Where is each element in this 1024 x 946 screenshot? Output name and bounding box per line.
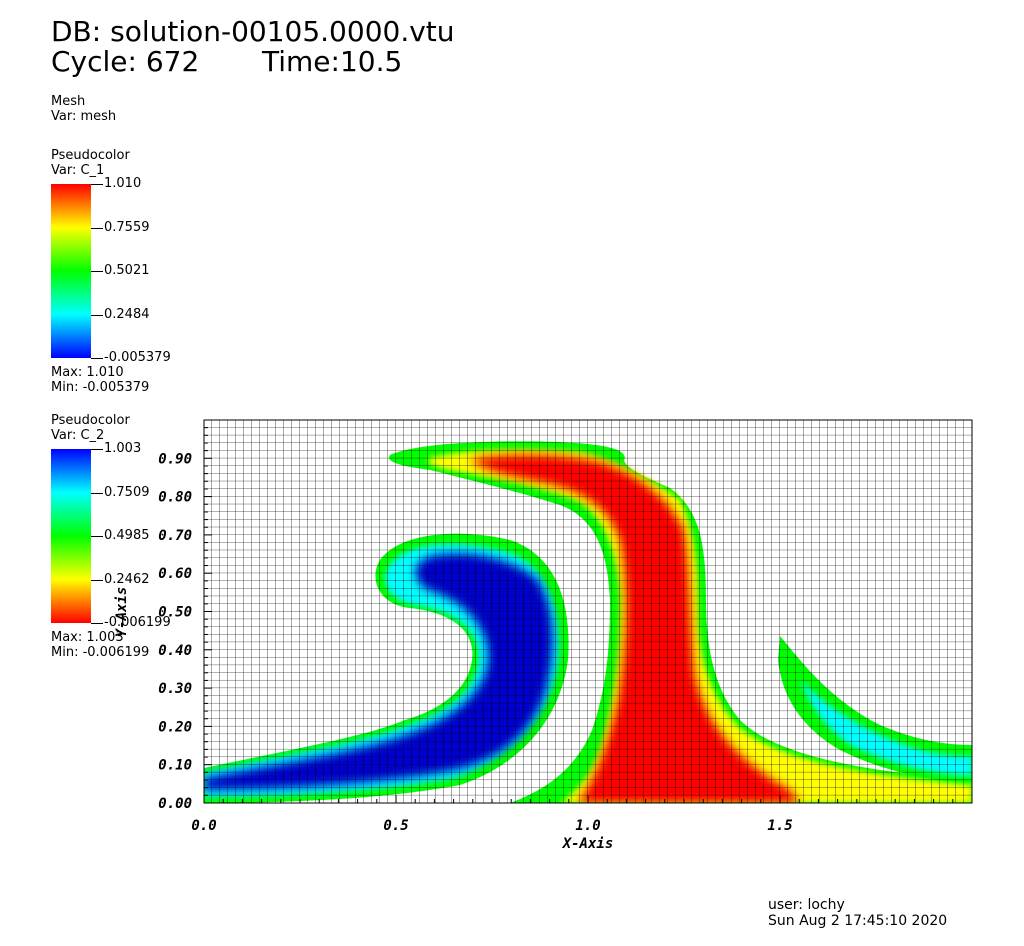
- y-tick-label: 0.50: [158, 605, 192, 621]
- y-tick-label: 0.80: [158, 490, 192, 506]
- x-tick-label: 1.0: [575, 818, 600, 834]
- footer-date: Sun Aug 2 17:45:10 2020: [768, 913, 948, 929]
- c1-tick-label: 0.7559: [104, 219, 150, 235]
- db-title: DB: solution-00105.0000.vtu: [51, 15, 455, 48]
- time-label: Time:10.5: [262, 45, 403, 78]
- c1-tick-mark: [91, 358, 103, 359]
- c1-tick-label: 0.2484: [104, 306, 150, 322]
- c1-tick-label: -0.005379: [104, 350, 171, 365]
- c2-legend-min: Min: -0.006199: [51, 645, 150, 660]
- c2-colorbar: [51, 449, 91, 623]
- c2-tick-mark: [91, 579, 103, 581]
- c1-colorbar: [51, 184, 91, 358]
- y-tick-label: 0.00: [158, 796, 192, 812]
- mesh-legend-var: Var: mesh: [51, 109, 117, 124]
- mesh-grid: [204, 420, 972, 803]
- mesh-legend-title: Mesh: [51, 94, 86, 109]
- c1-legend-var: Var: C_1: [51, 163, 105, 178]
- c1-tick-label: 1.010: [104, 176, 142, 191]
- c2-tick-label: -0.006199: [104, 615, 171, 630]
- c1-tick-mark: [91, 271, 103, 272]
- y-tick-label: 0.20: [158, 719, 192, 735]
- x-axis-label: X-Axis: [562, 836, 614, 852]
- y-tick-label: 0.70: [158, 528, 192, 544]
- c1-legend-max: Max: 1.010: [51, 365, 124, 380]
- c1-legend-min: Min: -0.005379: [51, 380, 150, 395]
- x-tick-label: 0.5: [383, 818, 408, 834]
- c1-tick-mark: [91, 184, 103, 185]
- c1-legend-title: Pseudocolor: [51, 148, 130, 163]
- footer-user: user: lochy: [768, 897, 845, 913]
- c2-tick-mark: [91, 536, 103, 537]
- c2-legend-max: Max: 1.003: [51, 630, 124, 645]
- y-tick-label: 0.90: [158, 451, 192, 467]
- c2-tick-label: 1.003: [104, 441, 142, 456]
- c1-tick-mark: [91, 227, 103, 229]
- y-tick-label: 0.30: [158, 681, 192, 697]
- c2-tick-mark: [91, 623, 103, 624]
- y-tick-label: 0.60: [158, 566, 192, 582]
- c2-tick-label: 0.4985: [104, 528, 150, 543]
- axis-tick-labels: 0.0 0.5 1.0 1.5 0.00 0.10 0.20 0.30 0.40 0.50 0.60…: [158, 451, 792, 834]
- c2-tick-label: 0.7509: [104, 484, 150, 500]
- y-tick-label: 0.10: [158, 758, 192, 774]
- c2-legend-var: Var: C_2: [51, 428, 105, 443]
- cycle-label: Cycle: 672: [51, 45, 200, 78]
- y-axis-label: Y-Axis: [114, 587, 130, 638]
- x-tick-label: 1.5: [767, 818, 792, 834]
- c2-tick-mark: [91, 449, 103, 450]
- field-plot: [204, 420, 972, 803]
- c1-tick-label: 0.5021: [104, 263, 150, 278]
- c2-legend-title: Pseudocolor: [51, 413, 130, 428]
- y-tick-label: 0.40: [158, 643, 192, 659]
- c2-tick-mark: [91, 492, 103, 494]
- c1-tick-mark: [91, 314, 103, 316]
- x-tick-label: 0.0: [191, 818, 216, 834]
- c2-tick-label: 0.2462: [104, 571, 150, 587]
- axis-tick-marks: [203, 419, 973, 804]
